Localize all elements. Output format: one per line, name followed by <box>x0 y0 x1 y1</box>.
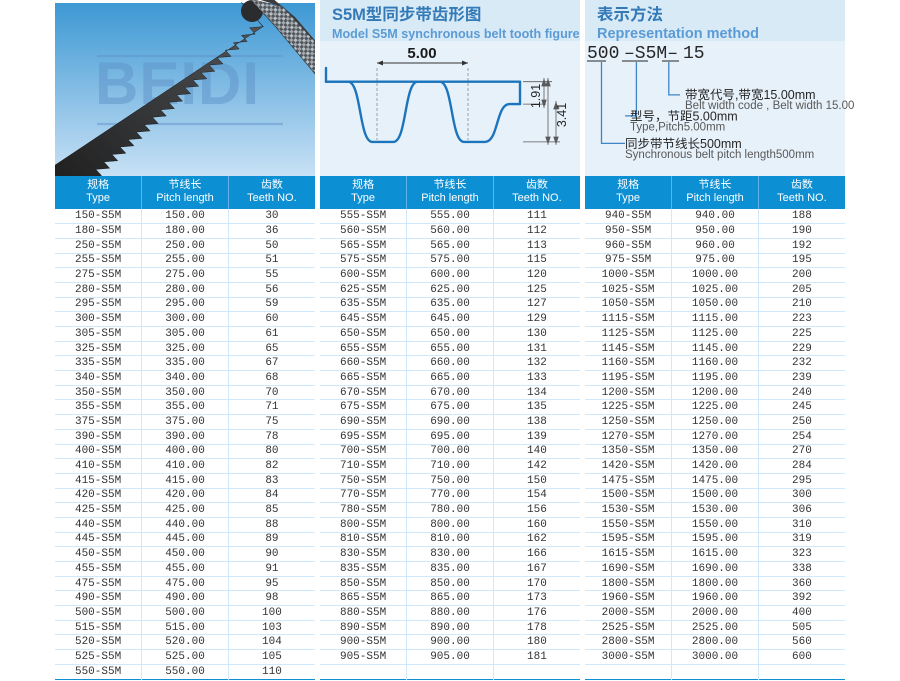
svg-text:3.41: 3.41 <box>555 103 569 127</box>
svg-text:15: 15 <box>683 44 705 64</box>
svg-text:1.91: 1.91 <box>529 84 543 108</box>
svg-text:5.00: 5.00 <box>407 45 436 62</box>
svg-text:Synchronous belt pitch length5: Synchronous belt pitch length500mm <box>625 149 814 161</box>
svg-text:Type,Pitch5.00mm: Type,Pitch5.00mm <box>630 122 725 134</box>
